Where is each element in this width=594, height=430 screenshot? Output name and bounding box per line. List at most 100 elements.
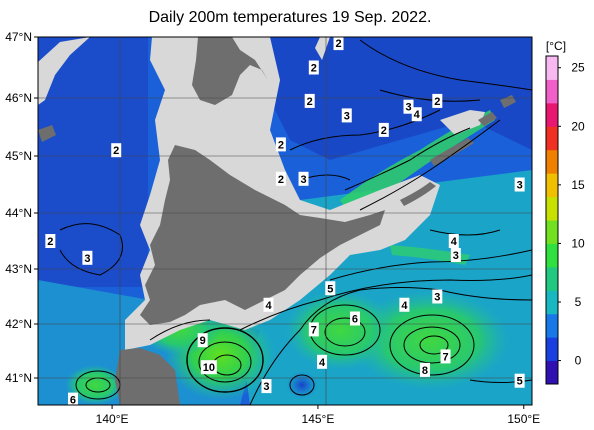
svg-text:2: 2 (335, 38, 341, 50)
isotherm-label: 6 (67, 392, 78, 405)
svg-text:10: 10 (203, 362, 215, 374)
colorbar-tick-label: 10 (571, 236, 585, 250)
colorbar (545, 55, 559, 385)
hokkaido-land (140, 145, 385, 325)
colorbar-segment (546, 56, 558, 80)
colorbar-tick-label: 5 (575, 295, 582, 309)
colorbar-segment (546, 149, 558, 174)
isotherm-label: 7 (440, 349, 451, 364)
map-frame (37, 36, 533, 406)
svg-text:4: 4 (265, 300, 272, 312)
honshu-land (115, 348, 180, 405)
isotherm-label: 3 (432, 289, 443, 304)
colorbar-segment (546, 220, 558, 244)
west-coast-land (38, 125, 56, 142)
isotherm-label: 8 (419, 362, 430, 377)
isotherm-label: 4 (448, 234, 459, 248)
isotherm-label: 5 (325, 281, 336, 296)
svg-text:2: 2 (113, 145, 119, 157)
isotherm-label: 4 (399, 297, 410, 312)
svg-text:3: 3 (405, 102, 411, 114)
lon-tick-label: 140°E (96, 412, 129, 426)
svg-text:2: 2 (47, 236, 53, 248)
svg-text:3: 3 (84, 253, 90, 265)
svg-text:7: 7 (442, 351, 448, 363)
lat-tick-label: 43°N (5, 262, 32, 276)
isotherm-label: 2 (378, 122, 389, 137)
isotherm-label: 2 (275, 137, 286, 152)
lat-tick-label: 41°N (5, 371, 32, 385)
svg-text:9: 9 (200, 335, 206, 347)
svg-text:6: 6 (352, 314, 358, 326)
isotherm-label: 2 (111, 143, 122, 158)
svg-text:3: 3 (300, 174, 306, 186)
svg-text:4: 4 (401, 300, 408, 312)
svg-text:8: 8 (422, 365, 428, 377)
sea-of-japan-water (38, 37, 148, 287)
isotherm-label: 2 (45, 234, 56, 248)
kuril-warm-band (340, 110, 495, 215)
isotherm-label: 4 (411, 107, 422, 122)
colorbar-tick-label: 25 (571, 61, 585, 75)
warm-eddy-center (285, 290, 395, 370)
latitude-ticks: 47°N 46°N 45°N 44°N 43°N 42°N 41°N (5, 30, 38, 385)
colorbar-segment (546, 360, 558, 385)
warm-eddy-southwest (65, 365, 125, 405)
isotherm-label: 3 (261, 379, 272, 394)
lat-tick-label: 45°N (5, 149, 32, 163)
colorbar-segment (546, 337, 558, 362)
colorbar-frame (545, 55, 559, 385)
colorbar-segment (546, 126, 558, 151)
isotherm-label: 3 (298, 171, 309, 186)
svg-text:4: 4 (451, 236, 458, 248)
svg-text:3: 3 (263, 381, 269, 393)
lon-tick-label: 145°E (302, 412, 335, 426)
isotherm-label: 3 (341, 108, 352, 123)
svg-text:3: 3 (453, 250, 459, 262)
svg-text:2: 2 (278, 139, 284, 151)
okhotsk-water (270, 37, 532, 160)
isotherm-label: 3 (82, 250, 93, 265)
colorbar-tick-label: 15 (571, 178, 585, 192)
colorbar-segment (546, 266, 558, 291)
svg-text:3: 3 (434, 292, 440, 304)
kunashir-land (400, 182, 436, 206)
isotherm-label: 2 (432, 93, 443, 108)
lat-tick-label: 47°N (5, 30, 32, 44)
svg-text:3: 3 (344, 110, 350, 122)
svg-text:2: 2 (307, 96, 313, 108)
isotherm-label: 3 (450, 248, 461, 262)
svg-text:5: 5 (517, 376, 523, 388)
isotherm-label: 7 (308, 322, 319, 337)
isotherm-label: 2 (304, 93, 315, 108)
isotherm-label: 6 (349, 311, 360, 326)
colorbar-segment (546, 313, 558, 338)
svg-text:2: 2 (278, 174, 284, 186)
lat-tick-label: 46°N (5, 91, 32, 105)
sakhalin-land (192, 37, 268, 105)
colorbar-segment (546, 102, 558, 127)
isotherm-label: 9 (197, 333, 208, 348)
map-title: Daily 200m temperatures 19 Sep. 2022. (148, 9, 432, 26)
isotherm-label: 3 (403, 99, 414, 114)
isotherm-contours (59, 39, 532, 405)
svg-text:4: 4 (414, 109, 421, 121)
colorbar-tick-label: 20 (571, 119, 585, 133)
svg-text:2: 2 (311, 63, 317, 75)
isotherm-label: 2 (275, 171, 286, 186)
shelf-warm-band (390, 245, 470, 265)
isotherm-label: 2 (308, 60, 319, 75)
colorbar-segment (546, 243, 558, 268)
isotherm-label: 2 (333, 37, 344, 51)
isotherm-label: 3 (514, 177, 525, 192)
svg-text:3: 3 (517, 180, 523, 192)
isotherm-label: 10 (200, 360, 217, 375)
colorbar-segment (546, 79, 558, 104)
colorbar-segment (546, 173, 558, 198)
isotherm-label: 4 (263, 297, 274, 312)
shallow-shelf-kuril (440, 110, 485, 135)
svg-text:4: 4 (319, 357, 326, 369)
